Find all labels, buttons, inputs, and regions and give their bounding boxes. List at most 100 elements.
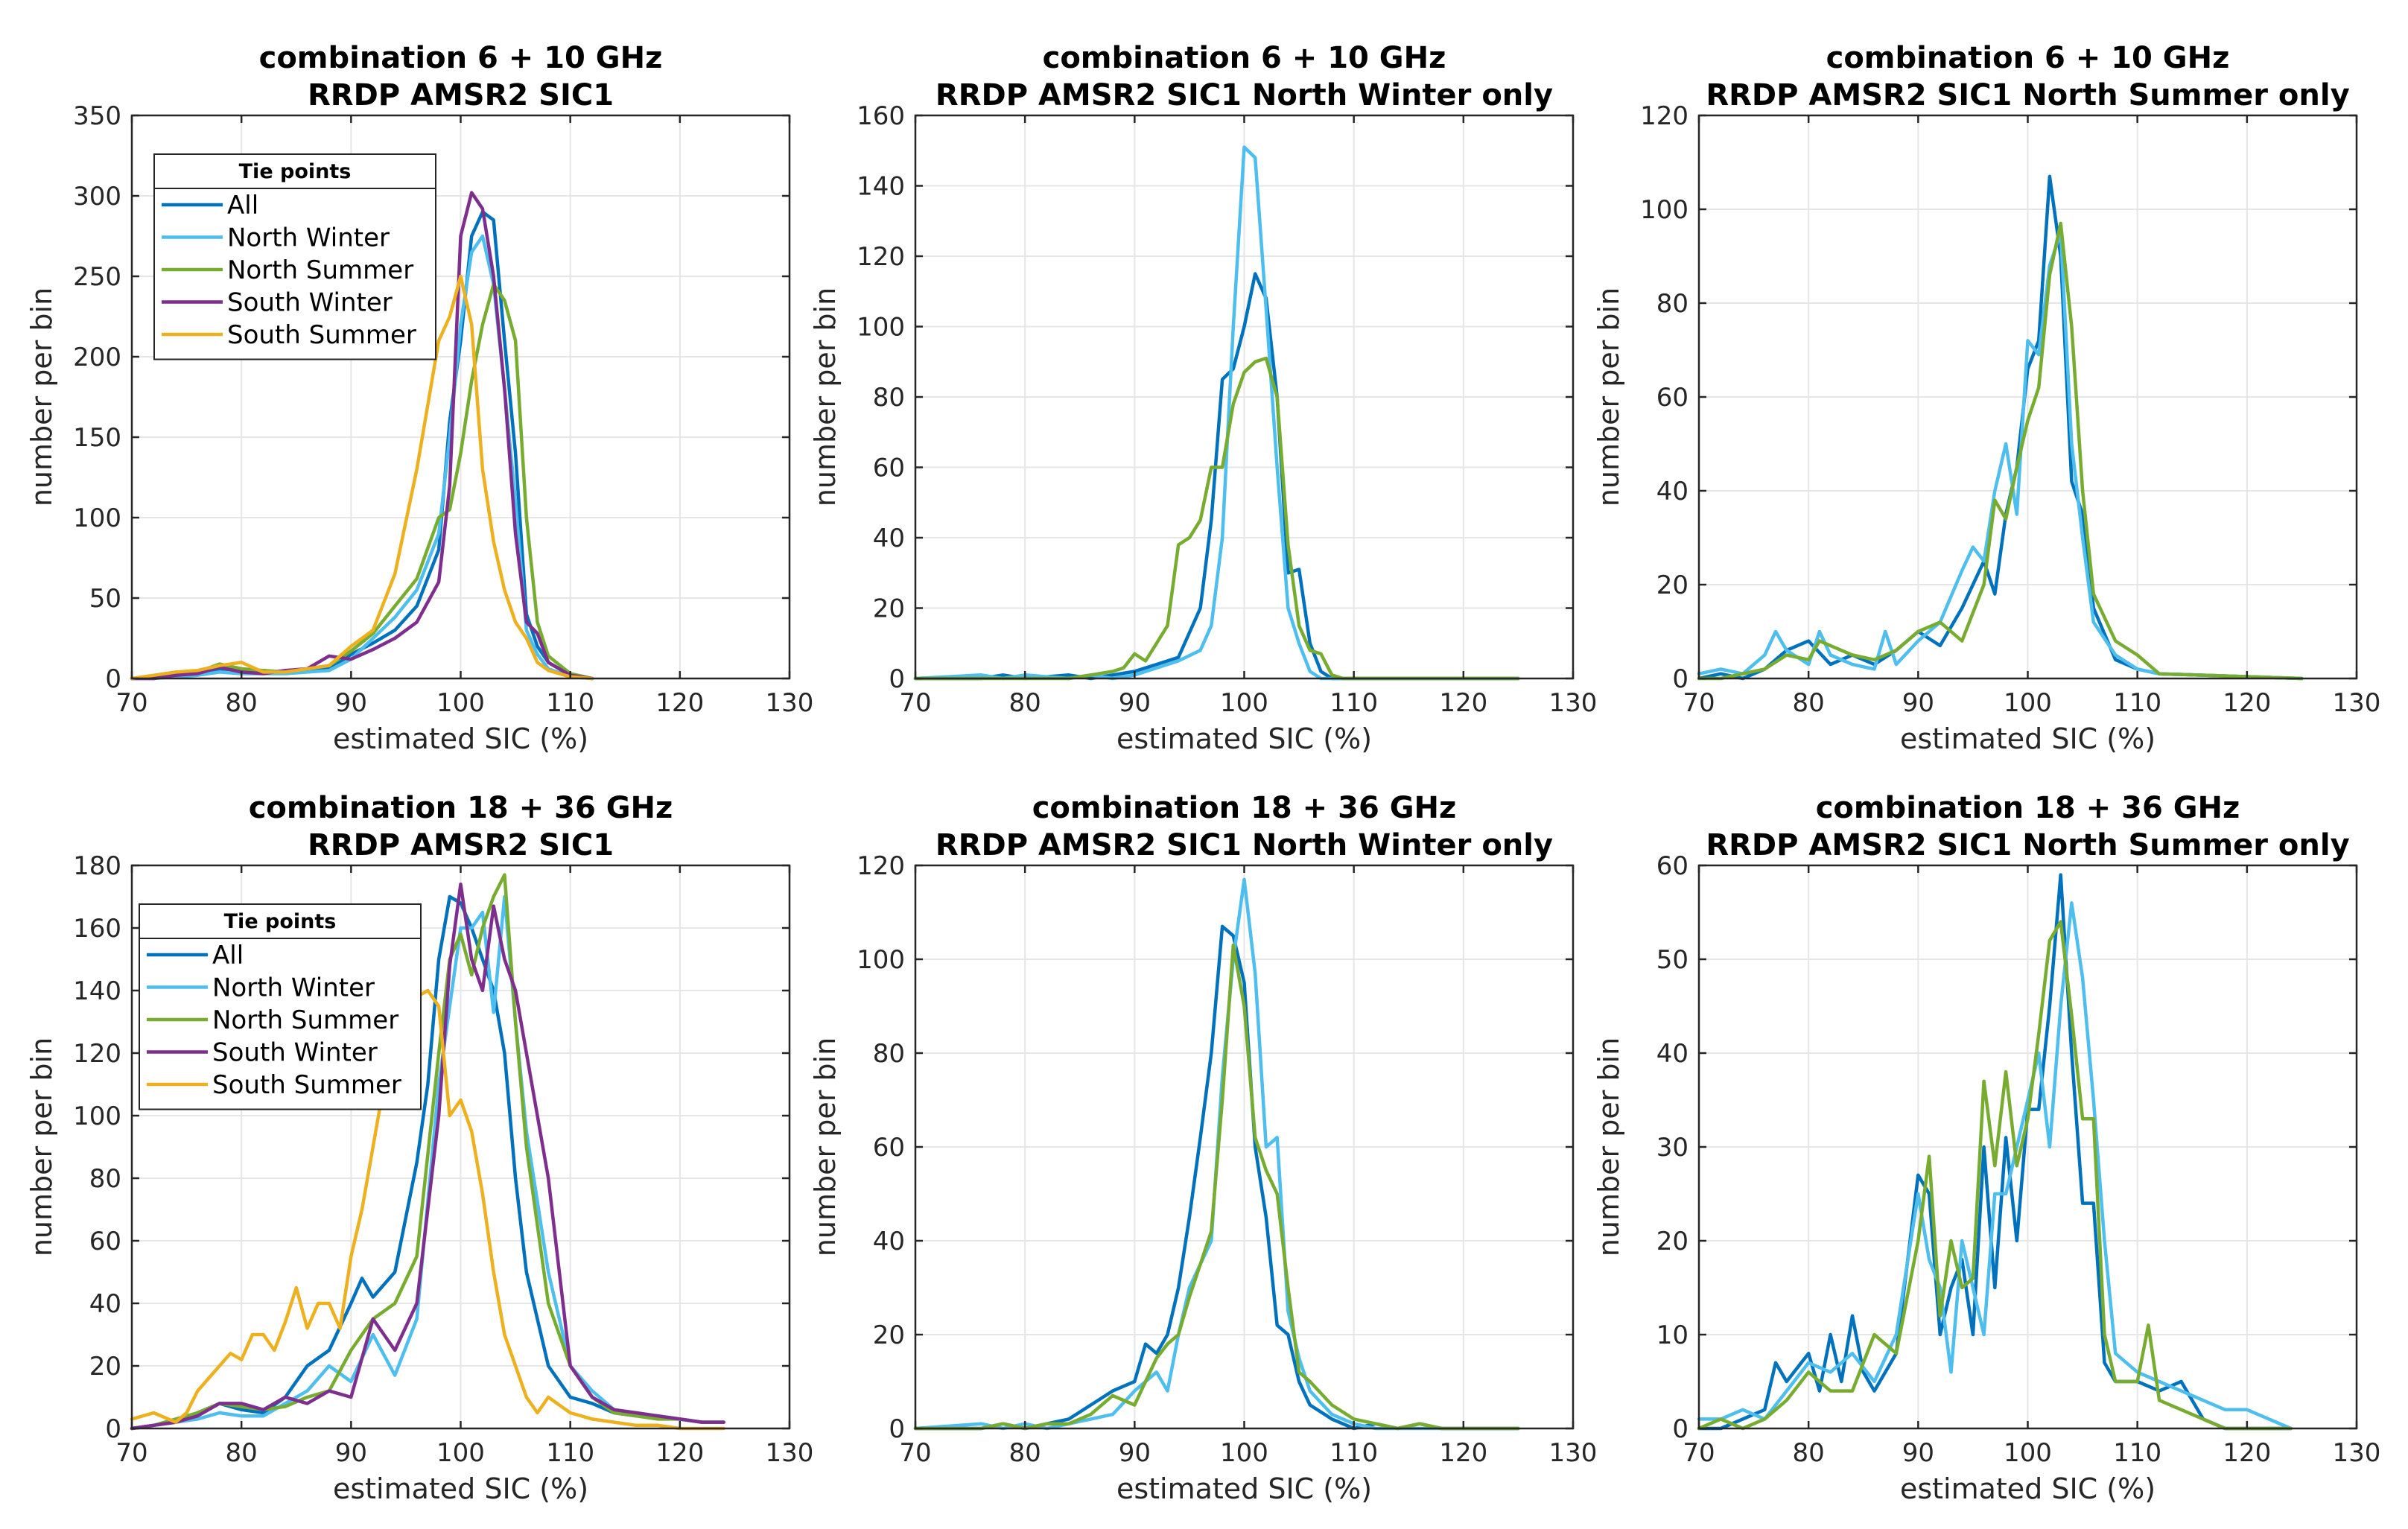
series-line-north-winter — [1697, 231, 2304, 681]
x-tick-label: 100 — [436, 688, 485, 718]
x-tick-label: 130 — [1549, 688, 1598, 718]
y-tick-label: 20 — [1656, 1227, 1689, 1256]
chart-panel-4: 70 80 90 100 110 120 130 0 20 40 60 80 100 120 140 160 1… — [25, 791, 813, 1505]
series-line-all — [130, 894, 725, 1431]
chart-title-line-2: RRDP AMSR2 SIC1 North Winter only — [935, 828, 1553, 862]
x-tick-label: 80 — [1793, 688, 1825, 718]
series-line-south-summer — [130, 274, 594, 681]
y-tick-label: 100 — [1640, 195, 1689, 225]
y-tick-label: 20 — [873, 594, 905, 624]
x-tick-label: 70 — [1683, 688, 1715, 718]
x-axis-label: estimated SIC (%) — [333, 1472, 588, 1505]
series-line-north-summer — [913, 943, 1520, 1431]
y-tick-label: 80 — [89, 1164, 121, 1194]
x-tick-label: 130 — [766, 1438, 814, 1468]
x-tick-label: 100 — [1220, 1438, 1268, 1468]
legend-entry-south-winter: South Winter — [212, 1038, 378, 1068]
y-tick-label: 10 — [1656, 1320, 1689, 1350]
x-tick-label: 80 — [226, 1438, 258, 1468]
x-tick-label: 100 — [436, 1438, 485, 1468]
x-tick-label: 110 — [1330, 688, 1378, 718]
y-tick-label: 20 — [1656, 570, 1689, 600]
y-axis-label: number per bin — [809, 1037, 842, 1256]
series-line-all — [1697, 174, 2304, 681]
x-tick-label: 70 — [1683, 1438, 1715, 1468]
x-tick-label: 130 — [2333, 1438, 2381, 1468]
y-axis-label: number per bin — [1592, 1037, 1625, 1256]
y-axis-label: number per bin — [25, 1037, 58, 1256]
series-line-south-winter — [130, 882, 725, 1431]
series-line-all — [913, 272, 1520, 681]
y-tick-label: 140 — [73, 976, 121, 1006]
y-tick-label: 120 — [1640, 101, 1689, 131]
y-tick-label: 40 — [1656, 1039, 1689, 1069]
y-tick-label: 30 — [1656, 1133, 1689, 1163]
y-tick-label: 300 — [73, 182, 121, 212]
x-tick-label: 90 — [335, 1438, 367, 1468]
x-tick-label: 80 — [1009, 1438, 1041, 1468]
chart-title-line-1: combination 18 + 36 GHz — [249, 791, 673, 825]
series-line-north-summer — [130, 873, 725, 1431]
chart-title-line-1: combination 18 + 36 GHz — [1032, 791, 1457, 825]
legend-title: Tie points — [239, 160, 352, 183]
chart-title-line-2: RRDP AMSR2 SIC1 — [308, 828, 614, 862]
x-tick-label: 120 — [1439, 1438, 1487, 1468]
series-line-north-summer — [1697, 221, 2304, 681]
chart-title-line-1: combination 6 + 10 GHz — [1826, 41, 2230, 75]
x-tick-label: 130 — [1549, 1438, 1598, 1468]
legend-entry-south-summer: South Summer — [212, 1070, 401, 1100]
legend-title: Tie points — [224, 910, 337, 933]
chart-title-line-1: combination 6 + 10 GHz — [259, 41, 663, 75]
x-tick-label: 70 — [115, 1438, 147, 1468]
x-tick-label: 110 — [546, 688, 594, 718]
x-tick-label: 90 — [1119, 1438, 1151, 1468]
y-tick-label: 160 — [857, 101, 905, 131]
y-tick-label: 0 — [105, 664, 121, 694]
series-line-north-summer — [1697, 920, 2293, 1431]
y-tick-label: 150 — [73, 423, 121, 453]
chart-panel-3: 70 80 90 100 110 120 130 0 20 40 60 80 100 120 combina… — [1592, 41, 2380, 755]
y-tick-label: 60 — [1656, 851, 1689, 881]
y-tick-label: 160 — [73, 914, 121, 944]
x-tick-label: 110 — [2113, 688, 2161, 718]
legend-entry-all: All — [212, 941, 244, 970]
x-tick-label: 120 — [655, 1438, 704, 1468]
series-line-north-winter — [1697, 901, 2293, 1431]
y-tick-label: 60 — [89, 1227, 121, 1256]
x-tick-label: 80 — [1009, 688, 1041, 718]
legend-entry-north-summer: North Summer — [227, 255, 413, 285]
series-line-north-summer — [913, 356, 1520, 681]
x-tick-label: 90 — [1119, 688, 1151, 718]
x-tick-label: 110 — [2113, 1438, 2161, 1468]
x-tick-label: 80 — [1793, 1438, 1825, 1468]
y-tick-label: 180 — [73, 851, 121, 881]
y-tick-label: 80 — [873, 1039, 905, 1069]
y-tick-label: 120 — [857, 851, 905, 881]
y-tick-label: 140 — [857, 172, 905, 202]
x-axis-label: estimated SIC (%) — [1116, 1472, 1372, 1505]
legend-entry-south-winter: South Winter — [227, 288, 393, 318]
x-tick-label: 120 — [2223, 688, 2271, 718]
y-tick-label: 40 — [1656, 477, 1689, 506]
y-tick-label: 40 — [89, 1289, 121, 1319]
y-tick-label: 100 — [857, 945, 905, 975]
chart-title-line-2: RRDP AMSR2 SIC1 — [308, 78, 614, 112]
y-tick-label: 60 — [873, 1133, 905, 1163]
series-line-south-winter — [130, 191, 594, 681]
x-tick-label: 120 — [1439, 688, 1487, 718]
y-tick-label: 80 — [1656, 289, 1689, 319]
legend-entry-south-summer: South Summer — [227, 320, 416, 350]
x-tick-label: 70 — [899, 1438, 931, 1468]
y-tick-label: 100 — [73, 503, 121, 533]
y-tick-label: 100 — [857, 313, 905, 343]
y-tick-label: 50 — [89, 584, 121, 614]
x-tick-label: 90 — [335, 688, 367, 718]
y-tick-label: 20 — [89, 1352, 121, 1382]
x-axis-label: estimated SIC (%) — [1900, 1472, 2156, 1505]
x-tick-label: 70 — [115, 688, 147, 718]
x-tick-label: 130 — [2333, 688, 2381, 718]
x-tick-label: 80 — [226, 688, 258, 718]
chart-panel-2: 70 80 90 100 110 120 130 0 20 40 60 80 100 120 140 160 c… — [809, 41, 1597, 755]
